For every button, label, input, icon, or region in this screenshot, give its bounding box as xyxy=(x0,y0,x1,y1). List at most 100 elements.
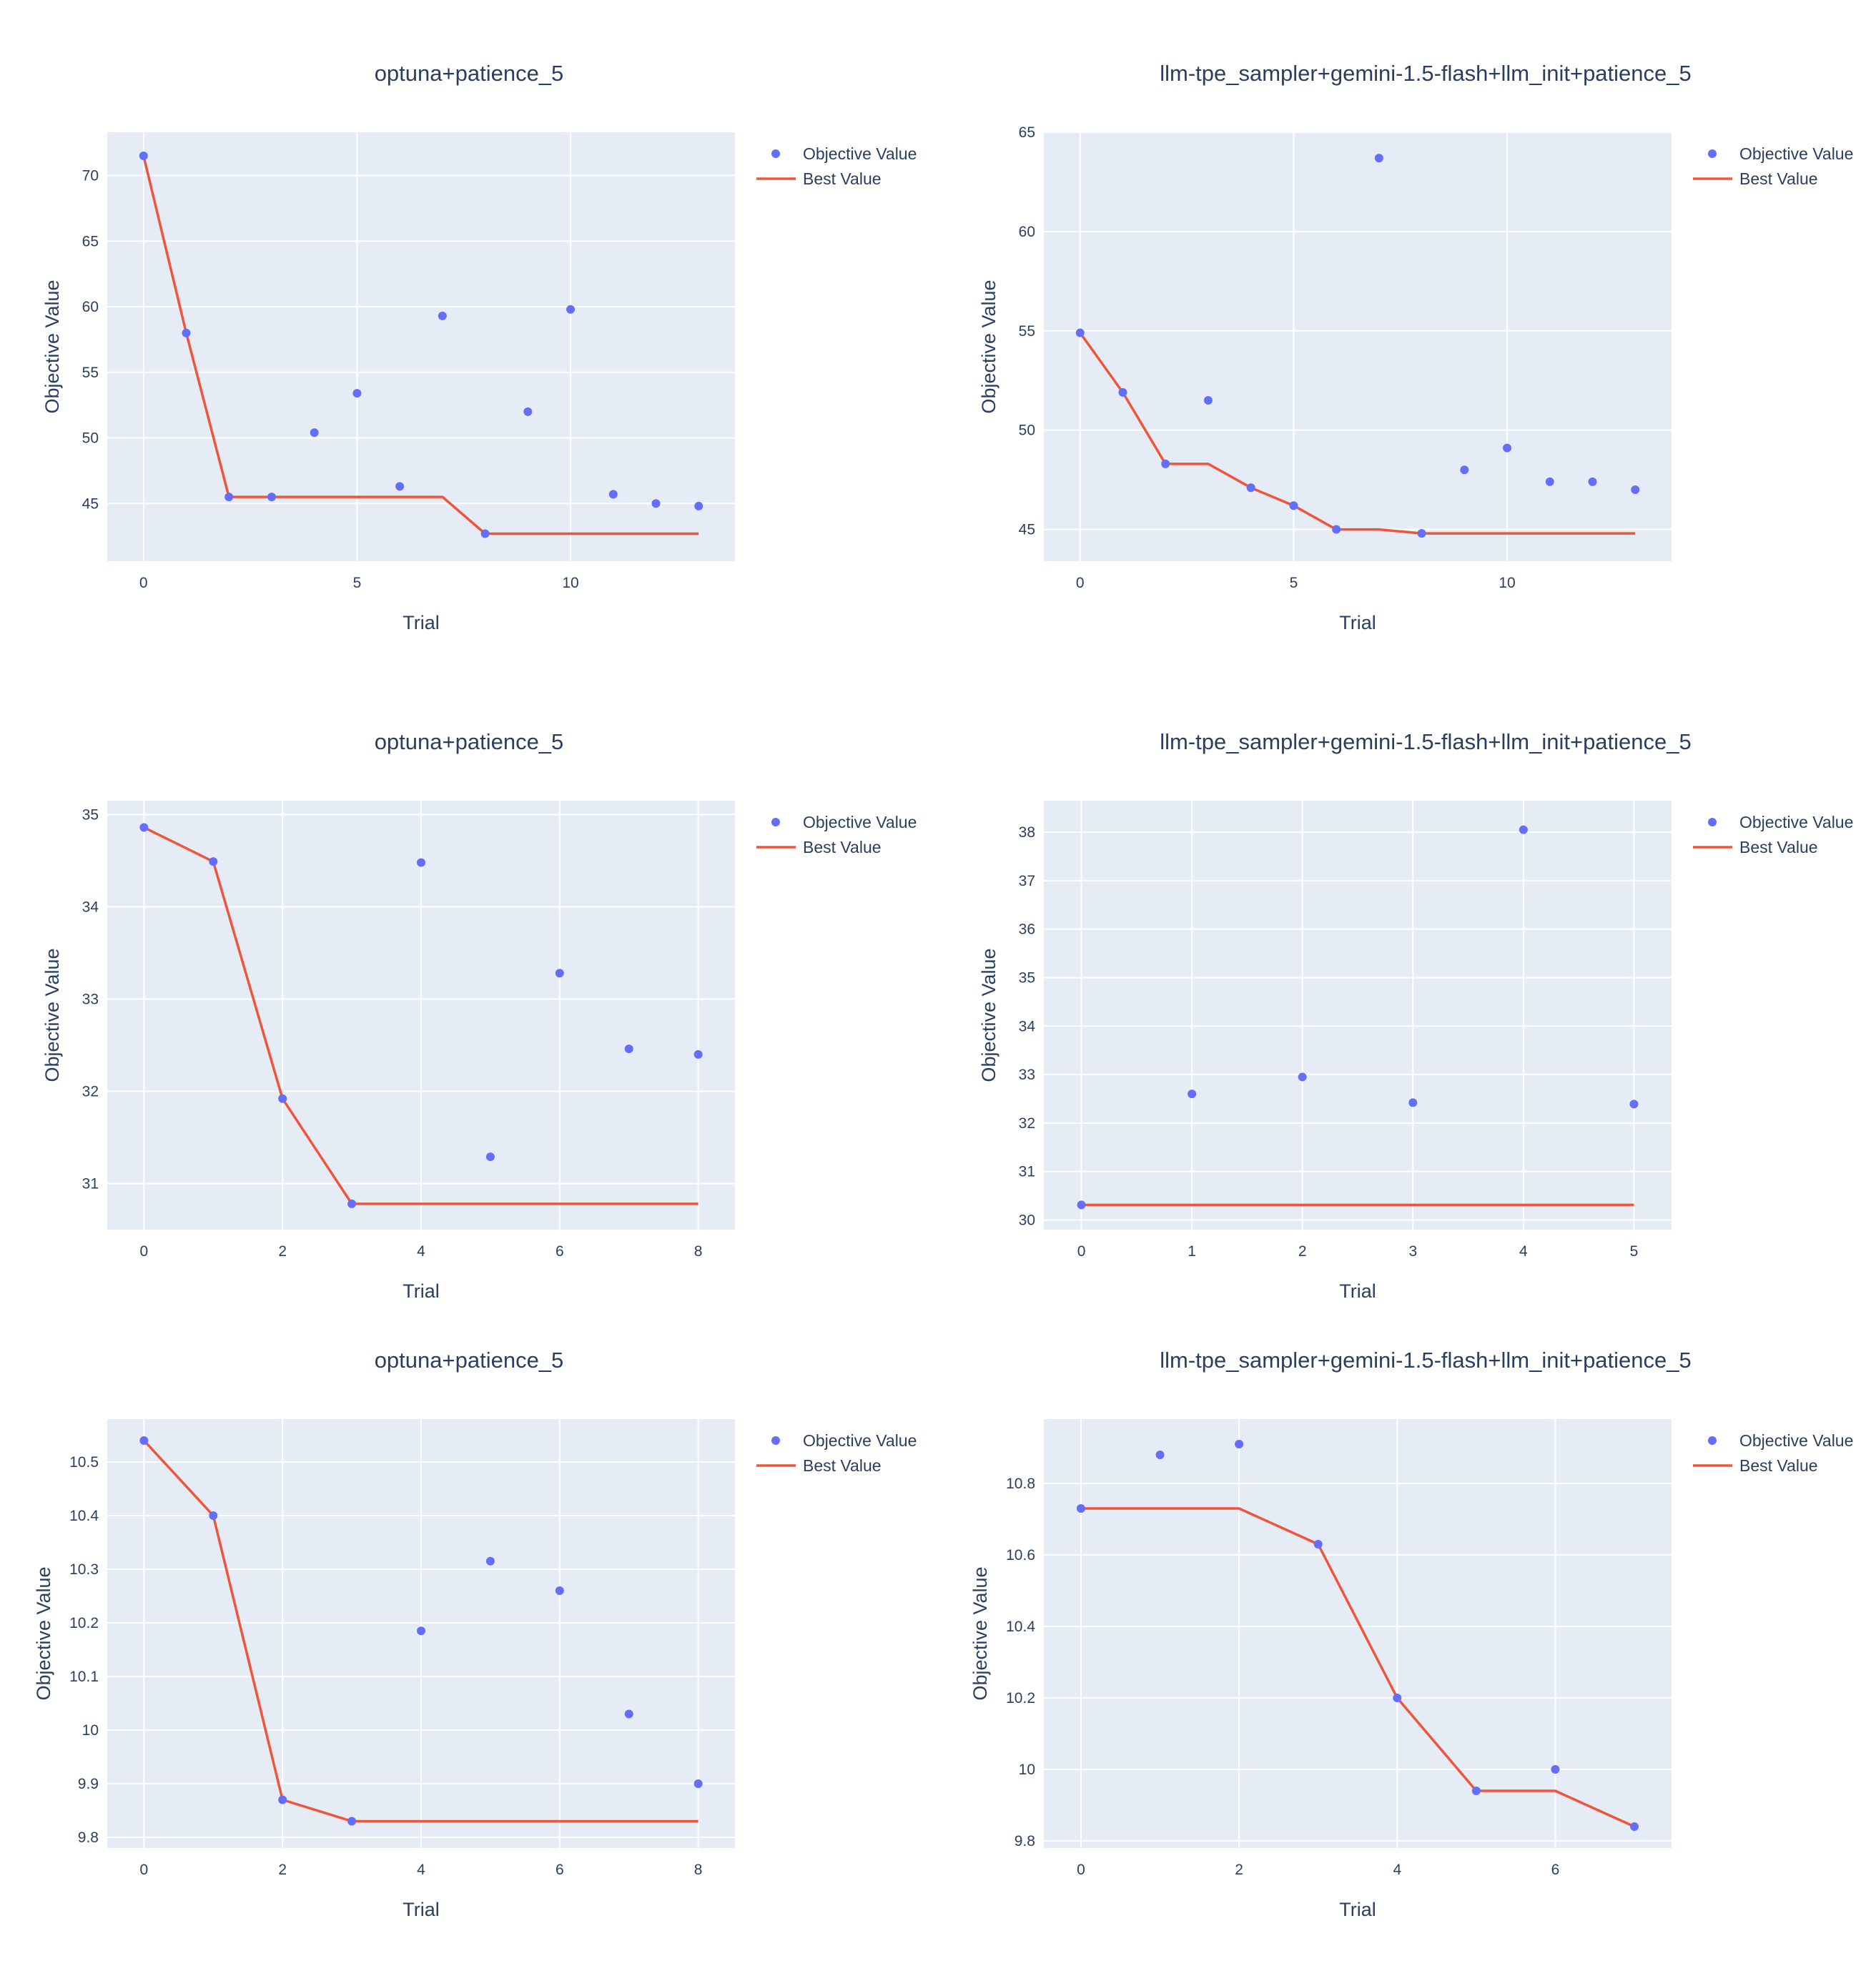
x-tick-label: 8 xyxy=(694,1862,703,1878)
chart-title: llm-tpe_sampler+gemini-1.5-flash+llm_ini… xyxy=(1160,61,1692,86)
objective-point xyxy=(352,389,362,398)
y-tick-label: 55 xyxy=(1019,323,1035,340)
x-axis-label: Trial xyxy=(1339,1280,1376,1302)
x-tick-label: 10 xyxy=(562,575,578,591)
x-tick-label: 5 xyxy=(1630,1243,1639,1260)
x-tick-label: 4 xyxy=(417,1243,425,1260)
y-tick-label: 70 xyxy=(82,168,99,184)
chart-title: optuna+patience_5 xyxy=(375,61,564,86)
x-tick-label: 4 xyxy=(417,1862,425,1878)
y-tick-label: 10 xyxy=(1019,1762,1035,1778)
objective-point xyxy=(224,493,234,502)
objective-point xyxy=(693,1779,703,1788)
y-tick-label: 65 xyxy=(1019,124,1035,141)
x-tick-label: 6 xyxy=(556,1862,564,1878)
objective-point xyxy=(1374,154,1383,163)
objective-point xyxy=(1393,1694,1402,1702)
objective-point xyxy=(694,501,704,510)
objective-point xyxy=(1545,477,1554,486)
objective-point xyxy=(1519,825,1528,834)
chart-title: llm-tpe_sampler+gemini-1.5-flash+llm_ini… xyxy=(1160,729,1692,754)
objective-point xyxy=(347,1199,357,1208)
y-tick-label: 10 xyxy=(82,1722,99,1739)
legend-objective-label: Objective Value xyxy=(1739,1431,1853,1450)
plot-area xyxy=(1044,1419,1672,1848)
y-tick-label: 37 xyxy=(1019,873,1035,889)
objective-point xyxy=(693,1049,703,1059)
y-tick-label: 33 xyxy=(1019,1067,1035,1083)
y-tick-label: 33 xyxy=(82,991,99,1007)
x-tick-label: 5 xyxy=(353,575,362,591)
legend-objective-label: Objective Value xyxy=(803,813,917,831)
legend-best-label: Best Value xyxy=(1739,1456,1818,1475)
objective-point xyxy=(209,1511,218,1520)
y-tick-label: 10.3 xyxy=(69,1561,99,1578)
y-tick-label: 45 xyxy=(1019,522,1035,538)
objective-point xyxy=(139,152,148,161)
legend-best-label: Best Value xyxy=(803,838,882,856)
objective-point xyxy=(1313,1540,1323,1548)
y-tick-label: 32 xyxy=(82,1083,99,1100)
x-tick-label: 3 xyxy=(1408,1243,1417,1260)
x-tick-label: 6 xyxy=(556,1243,564,1260)
y-axis-label: Objective Value xyxy=(41,948,63,1082)
objective-point xyxy=(1588,477,1597,486)
y-tick-label: 10.2 xyxy=(69,1615,99,1631)
x-axis-label: Trial xyxy=(1339,612,1376,633)
objective-point xyxy=(1417,529,1426,538)
best-value-line xyxy=(143,826,698,1205)
x-tick-label: 0 xyxy=(1076,575,1085,591)
objective-point xyxy=(651,499,661,508)
y-tick-label: 55 xyxy=(82,365,99,381)
y-axis-label: Objective Value xyxy=(33,1566,54,1700)
legend-objective-marker xyxy=(771,149,780,158)
chart-panel-5: 9.8 9.9 10 10.1 10.2 10.3 10.4 10.5 0 2 4 6 8 optuna+… xyxy=(33,1348,917,1920)
y-tick-label: 9.8 xyxy=(1014,1833,1035,1849)
legend-objective-label: Objective Value xyxy=(803,1431,917,1450)
objective-point xyxy=(624,1709,633,1719)
y-tick-label: 31 xyxy=(1019,1164,1035,1180)
x-tick-label: 6 xyxy=(1551,1862,1560,1878)
objective-point xyxy=(267,493,276,502)
y-axis-label: Objective Value xyxy=(969,1566,991,1700)
y-axis-label: Objective Value xyxy=(978,948,999,1082)
x-tick-label: 0 xyxy=(140,1243,149,1260)
x-tick-label: 10 xyxy=(1499,575,1515,591)
y-tick-label: 10.8 xyxy=(1006,1476,1035,1492)
objective-point xyxy=(523,407,533,416)
x-tick-label: 0 xyxy=(140,1862,149,1878)
objective-point xyxy=(1235,1440,1244,1448)
objective-point xyxy=(1408,1098,1418,1107)
objective-point xyxy=(566,305,576,314)
y-tick-label: 34 xyxy=(82,899,99,915)
y-tick-label: 10.4 xyxy=(1006,1619,1035,1635)
y-tick-label: 34 xyxy=(1019,1018,1036,1034)
objective-point xyxy=(485,1556,495,1566)
objective-point xyxy=(278,1094,287,1103)
y-tick-label: 10.1 xyxy=(69,1669,99,1685)
x-tick-label: 5 xyxy=(1290,575,1298,591)
objective-point xyxy=(438,311,447,320)
objective-point xyxy=(1289,501,1298,510)
chart-title: llm-tpe_sampler+gemini-1.5-flash+llm_ini… xyxy=(1160,1348,1692,1373)
objective-point xyxy=(1630,1822,1639,1831)
y-tick-label: 10.5 xyxy=(69,1454,99,1471)
x-tick-label: 0 xyxy=(1077,1862,1085,1878)
x-tick-label: 4 xyxy=(1519,1243,1528,1260)
best-value-line xyxy=(1081,1507,1635,1828)
objective-point xyxy=(1188,1090,1197,1099)
y-axis-label: Objective Value xyxy=(978,280,999,413)
y-tick-label: 65 xyxy=(82,233,99,250)
x-tick-label: 2 xyxy=(1235,1862,1243,1878)
objective-point xyxy=(395,482,405,491)
objective-point xyxy=(555,969,564,978)
objective-point xyxy=(278,1795,287,1804)
legend-best-label: Best Value xyxy=(803,1456,882,1475)
y-tick-label: 31 xyxy=(82,1175,99,1192)
plot-area xyxy=(1044,801,1672,1230)
legend-objective-marker xyxy=(771,1436,780,1445)
objective-point xyxy=(485,1152,495,1162)
best-value-line xyxy=(1079,332,1636,535)
objective-point xyxy=(1118,387,1127,397)
